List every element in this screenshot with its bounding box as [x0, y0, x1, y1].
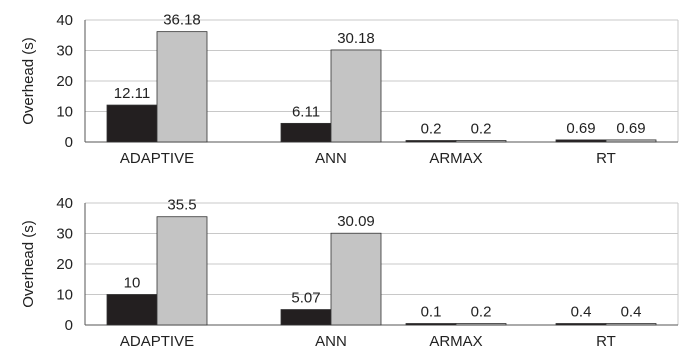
data-label: 0.69 — [616, 120, 645, 137]
bar-series2-armax — [455, 323, 507, 326]
y-tick-label: 0 — [65, 317, 73, 334]
data-label: 36.18 — [163, 12, 201, 29]
data-label: 30.18 — [337, 30, 375, 47]
y-tick-label: 10 — [56, 104, 73, 121]
data-label: 6.11 — [292, 103, 320, 120]
data-label: 0.1 — [421, 304, 442, 321]
bottom-chart-panel: 0 10 20 30 40 Overhead (s) 10 35.5 ADAPTIVE 5.07 3… — [20, 195, 679, 350]
bar-series2-adaptive — [156, 216, 208, 326]
top-chart-panel: 0 10 20 30 40 Overhead (s) 12.11 36.18 ADAPTIVE 6… — [20, 12, 679, 167]
x-category-label: ARMAX — [429, 150, 482, 167]
bar-series2-rt — [605, 323, 657, 326]
data-label: 30.09 — [337, 213, 375, 230]
bar-series1-rt — [555, 139, 607, 143]
y-axis-title: Overhead (s) — [20, 220, 37, 308]
data-label: 0.2 — [471, 121, 492, 138]
bar-series1-adaptive — [106, 104, 158, 143]
bar-series1-ann — [280, 309, 332, 326]
x-category-label: ANN — [315, 333, 347, 350]
y-tick-label: 40 — [56, 195, 73, 212]
data-label: 0.69 — [566, 120, 595, 137]
bar-series2-armax — [455, 140, 507, 143]
y-tick-label: 20 — [56, 73, 73, 90]
data-label: 5.07 — [291, 290, 320, 307]
bar-series2-rt — [605, 139, 657, 143]
bar-series1-armax — [405, 323, 457, 326]
bar-series2-adaptive — [156, 31, 208, 143]
data-label: 0.2 — [471, 304, 492, 321]
data-label: 0.4 — [621, 304, 642, 321]
y-tick-label: 30 — [56, 43, 73, 60]
data-label: 0.4 — [571, 304, 592, 321]
y-axis-title: Overhead (s) — [20, 37, 37, 125]
bar-series2-ann — [330, 232, 382, 326]
y-tick-label: 40 — [56, 12, 73, 29]
bar-series2-ann — [330, 49, 382, 143]
y-tick-label: 30 — [56, 226, 73, 243]
data-label: 35.5 — [167, 197, 196, 214]
bar-series1-rt — [555, 323, 607, 326]
x-category-label: RT — [596, 150, 616, 167]
bar-series1-ann — [280, 122, 332, 143]
data-label: 12.11 — [114, 85, 150, 102]
x-category-label: ADAPTIVE — [120, 333, 194, 350]
x-category-label: RT — [596, 333, 616, 350]
y-tick-label: 10 — [56, 287, 73, 304]
data-label: 10 — [124, 275, 141, 292]
x-category-label: ARMAX — [429, 333, 482, 350]
x-category-label: ADAPTIVE — [120, 150, 194, 167]
y-tick-label: 0 — [65, 134, 73, 151]
data-label: 0.2 — [421, 121, 442, 138]
bar-series1-armax — [405, 140, 457, 143]
x-category-label: ANN — [315, 150, 347, 167]
y-tick-label: 20 — [56, 256, 73, 273]
bar-series1-adaptive — [106, 294, 158, 326]
